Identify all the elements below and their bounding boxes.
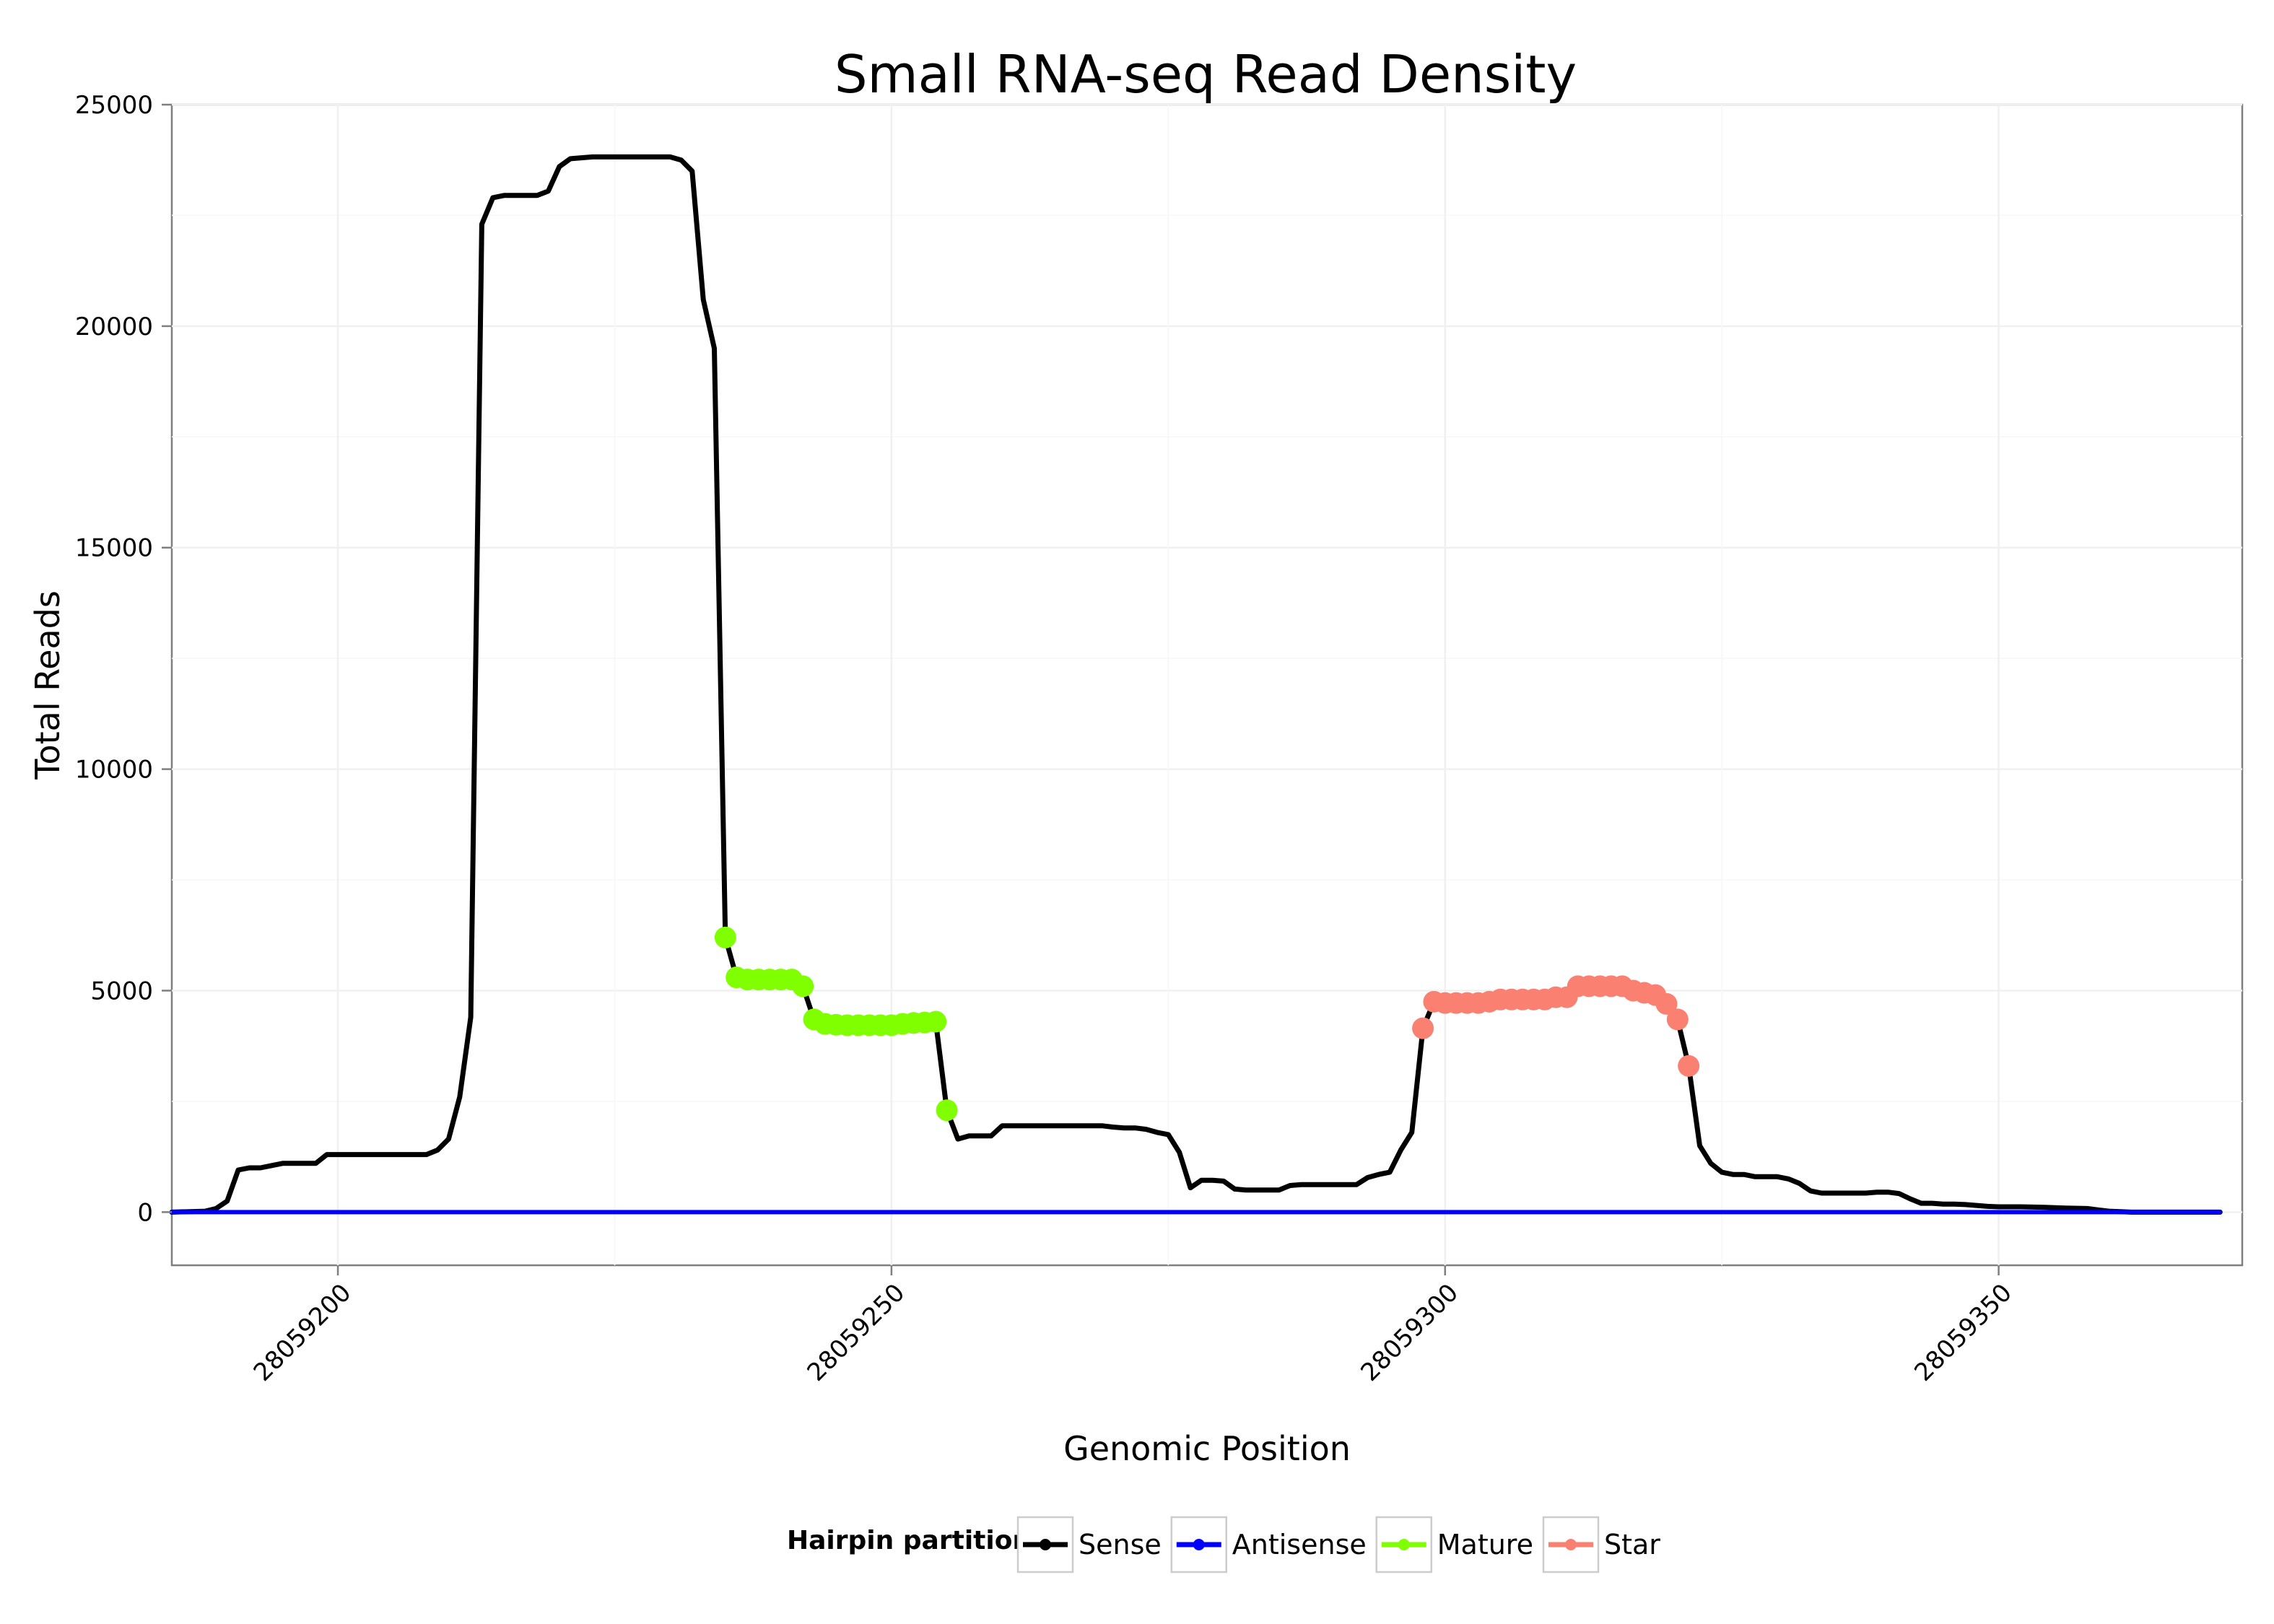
legend-item-antisense: Antisense <box>1170 1516 1367 1573</box>
legend-items: Sense Antisense Mature Star <box>1016 1516 1660 1573</box>
y-tick-label: 15000 <box>75 534 153 563</box>
legend-item-sense: Sense <box>1016 1516 1162 1573</box>
plot-panel <box>170 103 2244 1267</box>
x-tick-label: 28059300 <box>1355 1278 1464 1387</box>
x-tick-label: 28059200 <box>248 1278 357 1387</box>
point-mature <box>925 1010 947 1033</box>
legend-item-mature: Mature <box>1375 1516 1533 1573</box>
y-tick-label: 5000 <box>90 977 153 1005</box>
y-tick-label: 20000 <box>75 313 153 341</box>
legend-dot-sense <box>1040 1539 1051 1550</box>
legend-label-sense: Sense <box>1079 1529 1162 1560</box>
legend-dot-star <box>1564 1539 1577 1550</box>
legend-dot-antisense <box>1193 1539 1205 1550</box>
series-layer <box>169 154 2223 1215</box>
legend: Hairpin partition Sense Antisense Mature St… <box>787 1516 1660 1573</box>
legend-label-star: Star <box>1604 1529 1660 1560</box>
legend-label-mature: Mature <box>1437 1529 1533 1560</box>
legend-label-antisense: Antisense <box>1232 1529 1367 1560</box>
legend-item-star: Star <box>1542 1516 1660 1573</box>
point-mature <box>792 975 814 997</box>
point-mature <box>714 926 736 948</box>
point-star <box>1666 1008 1689 1031</box>
y-tick-label: 0 <box>137 1198 153 1227</box>
x-tick-label: 28059250 <box>802 1278 911 1387</box>
legend-title: Hairpin partition <box>787 1526 1031 1555</box>
point-star <box>1655 992 1678 1015</box>
y-tick-label: 10000 <box>75 756 153 785</box>
chart-title: Small RNA-seq Read Density <box>835 44 1577 105</box>
point-star <box>1412 1017 1434 1039</box>
point-mature <box>936 1099 958 1122</box>
series-line-sense <box>169 154 2223 1215</box>
point-star <box>1678 1055 1700 1077</box>
x-axis-title: Genomic Position <box>1063 1429 1351 1468</box>
legend-dot-mature <box>1398 1539 1410 1550</box>
y-axis-title: Total Reads <box>28 590 67 780</box>
y-tick-label: 25000 <box>75 91 153 120</box>
x-tick-label: 28059350 <box>1909 1278 2018 1387</box>
